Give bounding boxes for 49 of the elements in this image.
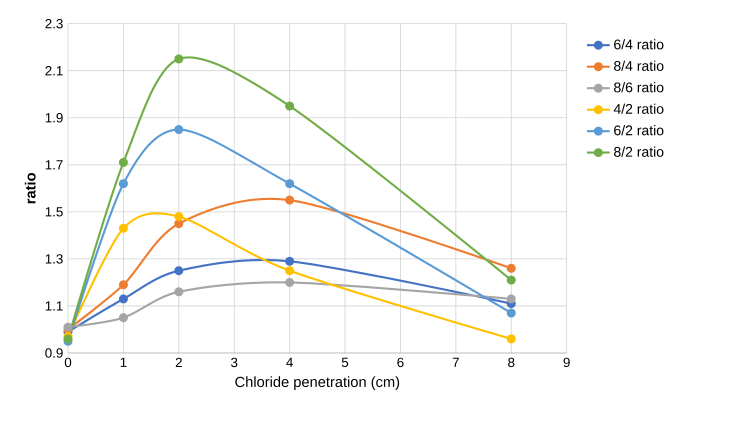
y-tick-label: 2.1 (45, 66, 63, 76)
x-axis-title: Chloride penetration (cm) (235, 376, 400, 390)
point (285, 278, 294, 287)
x-tick-label: 8 (508, 358, 514, 368)
x-tick-label: 1 (120, 358, 126, 367)
y-tick-label: 1.5 (46, 207, 63, 217)
y-tick-label: 1.3 (46, 254, 63, 264)
point (118, 179, 128, 188)
point (174, 266, 184, 276)
legend-label: 6/2 ratio (614, 125, 664, 136)
point (174, 287, 184, 296)
point (285, 101, 294, 111)
point (285, 196, 294, 205)
x-tick-label: 7 (452, 358, 459, 367)
point (506, 334, 516, 344)
point (118, 294, 128, 304)
point (118, 313, 128, 322)
legend-label: 8/4 ratio (614, 60, 664, 71)
x-tick-label: 5 (342, 358, 348, 368)
x-tick-label: 0 (64, 358, 72, 368)
legend-label: 8/6 ratio (614, 82, 664, 92)
point (285, 256, 294, 266)
y-tick-label: 1.1 (46, 301, 63, 311)
point (174, 124, 184, 134)
x-tick-label: 9 (564, 358, 570, 368)
x-tick-label: 6 (397, 358, 404, 368)
legend-label: 6/4 ratio (614, 39, 664, 50)
legend-label: 4/2 ratio (614, 104, 664, 114)
x-tick-label: 3 (231, 358, 238, 368)
point (506, 294, 516, 304)
point (174, 212, 184, 222)
y-tick-label: 1.7 (46, 160, 63, 170)
point (285, 266, 294, 276)
point (118, 224, 128, 233)
point (506, 276, 516, 285)
legend-label: 8/2 ratio (614, 146, 664, 157)
x-tick-label: 4 (286, 358, 293, 367)
x-tick-label: 2 (176, 358, 182, 368)
point (118, 158, 128, 167)
y-tick-label: 0.9 (45, 348, 63, 358)
y-axis-title: ratio (24, 173, 36, 204)
point (506, 264, 516, 273)
point (118, 280, 128, 290)
y-tick-label: 1.9 (46, 113, 63, 122)
y-tick-label: 2.3 (45, 18, 63, 28)
point (174, 54, 184, 64)
point (174, 219, 184, 228)
point (506, 308, 516, 318)
point (285, 179, 294, 188)
